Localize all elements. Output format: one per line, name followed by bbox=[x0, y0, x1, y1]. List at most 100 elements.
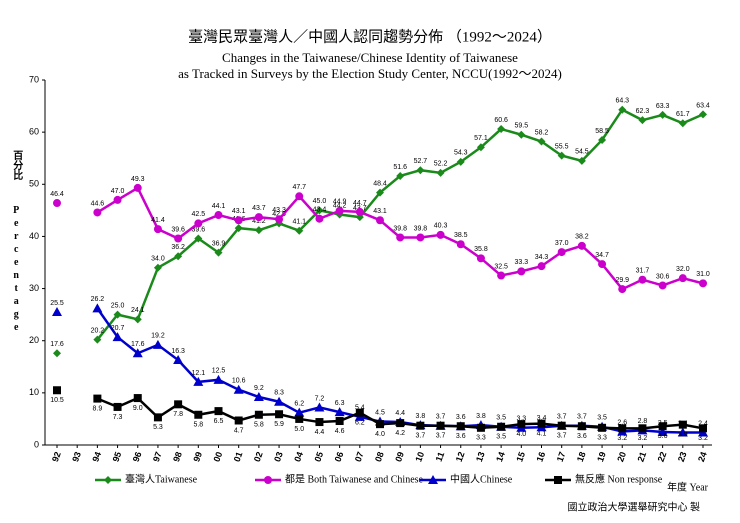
point bbox=[557, 248, 566, 257]
data-label: 43.7 bbox=[252, 205, 266, 212]
data-label: 5.0 bbox=[294, 426, 304, 433]
point bbox=[638, 424, 647, 433]
legend-marker bbox=[264, 476, 272, 484]
point bbox=[557, 151, 566, 160]
data-label: 39.8 bbox=[393, 225, 407, 232]
data-label: 10.6 bbox=[232, 378, 246, 385]
data-label: 43.1 bbox=[373, 208, 387, 215]
point bbox=[194, 410, 203, 419]
data-label: 3.2 bbox=[638, 435, 648, 442]
data-label: 20.7 bbox=[111, 325, 125, 332]
data-label: 3.5 bbox=[597, 415, 607, 422]
point bbox=[254, 410, 263, 419]
point bbox=[234, 216, 243, 225]
data-label: 3.8 bbox=[476, 413, 486, 420]
legend-label: 無反應 Non response bbox=[575, 472, 663, 485]
data-label: 19.2 bbox=[151, 333, 165, 340]
data-label: 3.6 bbox=[577, 433, 587, 440]
point bbox=[113, 402, 122, 411]
legend-label: 中國人Chinese bbox=[450, 472, 513, 485]
data-label: 25.5 bbox=[50, 300, 64, 307]
data-label: 5.8 bbox=[193, 422, 203, 429]
data-label: 4.6 bbox=[335, 428, 345, 435]
data-label: 35.8 bbox=[474, 246, 488, 253]
point bbox=[113, 310, 122, 319]
x-tick-label: 03 bbox=[272, 450, 285, 463]
x-tick-label: 22 bbox=[656, 450, 669, 463]
legend-marker bbox=[554, 476, 562, 484]
point bbox=[174, 400, 183, 409]
point bbox=[295, 414, 304, 423]
data-label: 57.1 bbox=[474, 135, 488, 142]
x-tick-label: 12 bbox=[454, 450, 467, 463]
x-tick-label: 09 bbox=[393, 450, 406, 463]
point bbox=[678, 420, 687, 429]
data-label: 48.4 bbox=[373, 180, 387, 187]
data-label: 64.3 bbox=[615, 98, 629, 105]
point bbox=[193, 376, 204, 386]
point bbox=[416, 233, 425, 242]
point bbox=[355, 408, 364, 417]
point bbox=[93, 335, 102, 344]
data-label: 4.1 bbox=[537, 430, 547, 437]
point bbox=[436, 230, 445, 239]
chart-subtitle: as Tracked in Surveys by the Election St… bbox=[178, 66, 562, 81]
x-tick-label: 19 bbox=[595, 450, 608, 463]
point bbox=[133, 183, 142, 192]
data-label: 41.2 bbox=[252, 218, 266, 225]
point bbox=[577, 241, 586, 250]
data-label: 44.2 bbox=[333, 202, 347, 209]
point bbox=[214, 211, 223, 220]
data-label: 4.5 bbox=[375, 409, 385, 416]
data-label: 34.3 bbox=[535, 254, 549, 261]
point bbox=[234, 416, 243, 425]
y-tick-label: 10 bbox=[29, 387, 39, 397]
data-label: 43.4 bbox=[313, 207, 327, 214]
data-label: 31.7 bbox=[636, 268, 650, 275]
data-label: 4.0 bbox=[375, 431, 385, 438]
point bbox=[699, 424, 707, 433]
data-label: 4.2 bbox=[395, 430, 405, 437]
point bbox=[234, 224, 243, 233]
point bbox=[537, 137, 546, 146]
data-label: 7.2 bbox=[315, 395, 325, 402]
data-label: 32.5 bbox=[494, 263, 508, 270]
point bbox=[577, 422, 586, 431]
data-label: 6.2 bbox=[294, 401, 304, 408]
y-tick-label: 40 bbox=[29, 231, 39, 241]
data-label: 3.7 bbox=[557, 414, 567, 421]
point bbox=[658, 281, 667, 290]
point bbox=[658, 422, 667, 431]
data-label: 24.1 bbox=[131, 307, 145, 314]
data-label: 4.4 bbox=[395, 410, 405, 417]
data-label: 38.2 bbox=[575, 234, 589, 241]
legend-marker bbox=[104, 476, 112, 484]
point bbox=[396, 233, 405, 242]
point bbox=[497, 125, 506, 134]
point bbox=[152, 339, 163, 349]
point bbox=[153, 413, 162, 422]
data-label: 29.9 bbox=[615, 277, 629, 284]
point bbox=[295, 192, 304, 201]
data-label: 3.5 bbox=[496, 415, 506, 422]
point bbox=[678, 274, 687, 283]
data-label: 16.3 bbox=[171, 348, 185, 355]
data-label: 2.4 bbox=[698, 420, 708, 427]
point bbox=[396, 419, 405, 428]
point bbox=[53, 386, 61, 395]
x-tick-label: 94 bbox=[90, 450, 103, 463]
point bbox=[638, 116, 647, 125]
x-tick-label: 01 bbox=[232, 450, 245, 463]
data-label: 43.3 bbox=[272, 207, 286, 214]
data-label: 3.3 bbox=[476, 435, 486, 442]
point bbox=[132, 348, 143, 358]
point bbox=[53, 349, 61, 358]
data-label: 45.0 bbox=[313, 198, 327, 205]
x-tick-label: 15 bbox=[514, 450, 527, 463]
data-label: 10.5 bbox=[50, 397, 64, 404]
data-label: 3.7 bbox=[416, 433, 426, 440]
data-label: 55.5 bbox=[555, 143, 569, 150]
point bbox=[657, 426, 668, 436]
data-label: 44.7 bbox=[353, 200, 367, 207]
data-label: 41.4 bbox=[151, 217, 165, 224]
